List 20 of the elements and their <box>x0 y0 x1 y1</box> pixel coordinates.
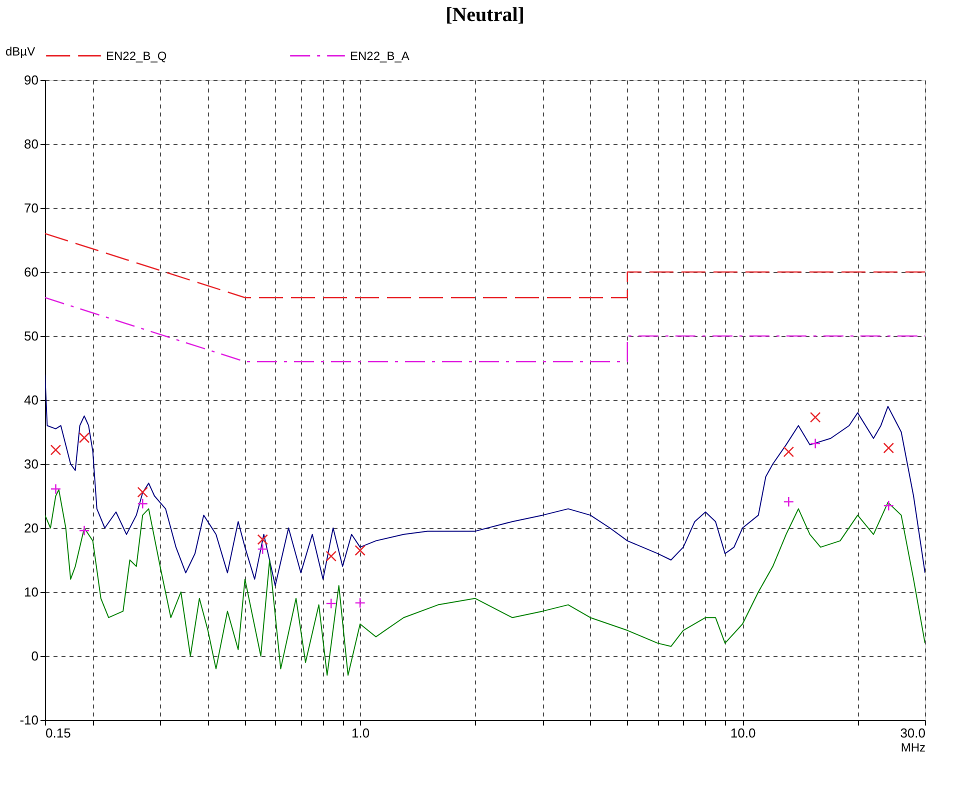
x-tick-label: 10.0 <box>730 726 756 740</box>
y-tick-label: 0 <box>31 648 38 664</box>
legend-label: EN22_B_A <box>350 48 410 63</box>
y-tick-label: 80 <box>24 136 38 152</box>
x-axis-title: MHz <box>900 740 926 754</box>
y-tick-label: 10 <box>24 584 38 600</box>
y-tick-label: -10 <box>20 712 38 728</box>
chart-title: [Neutral] <box>446 4 524 26</box>
x-tick-label: 1.0 <box>352 726 370 740</box>
y-tick-label: 70 <box>24 200 38 216</box>
y-tick-label: 60 <box>24 264 38 280</box>
x-tick-label: 30.0 <box>900 726 926 740</box>
legend-label: EN22_B_Q <box>106 48 167 63</box>
y-tick-label: 90 <box>24 72 38 88</box>
y-tick-label: 40 <box>24 392 38 408</box>
y-tick-label: 20 <box>24 520 38 536</box>
y-axis-title: dBµV <box>6 44 36 58</box>
y-tick-label: 50 <box>24 328 38 344</box>
y-tick-label: 30 <box>24 456 38 472</box>
x-tick-label: 0.15 <box>46 726 71 740</box>
